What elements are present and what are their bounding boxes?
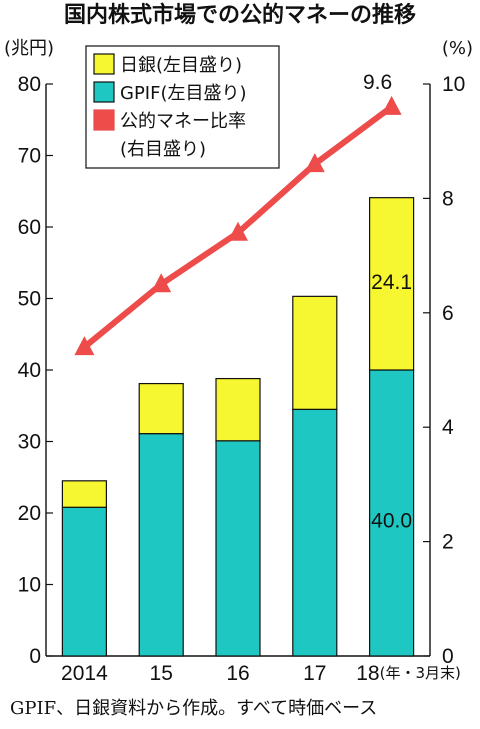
x-tick-label: 18 bbox=[356, 662, 379, 685]
left-tick-label: 30 bbox=[18, 431, 41, 454]
right-tick-label: 2 bbox=[442, 531, 454, 554]
left-tick-label: 40 bbox=[18, 359, 41, 382]
ratio-marker bbox=[381, 95, 402, 115]
left-tick-label: 60 bbox=[18, 216, 41, 239]
ratio-marker bbox=[74, 336, 95, 356]
right-tick-label: 4 bbox=[442, 416, 454, 439]
legend-swatch bbox=[93, 53, 115, 75]
bar-gpif bbox=[292, 408, 338, 657]
source-note: GPIF、日銀資料から作成。すべて時価ベース bbox=[10, 698, 377, 719]
left-tick-label: 10 bbox=[18, 574, 41, 597]
legend-label: (右目盛り) bbox=[120, 139, 206, 160]
bar-boj bbox=[292, 295, 338, 410]
left-tick-label: 50 bbox=[18, 288, 41, 311]
bar-boj bbox=[138, 382, 184, 435]
bar-gpif bbox=[369, 369, 415, 657]
ratio-marker bbox=[304, 153, 325, 173]
right-tick-label: 8 bbox=[442, 187, 454, 210]
legend-swatch bbox=[93, 109, 115, 131]
right-tick-label: 0 bbox=[442, 645, 454, 668]
x-tick-label: 17 bbox=[303, 662, 326, 685]
bar-gpif bbox=[61, 506, 108, 657]
data-label-gpif: 40.0 bbox=[371, 509, 412, 532]
bar-boj bbox=[369, 197, 415, 371]
x-axis-unit-label: (年・3月末) bbox=[380, 664, 461, 682]
ratio-marker bbox=[151, 273, 172, 293]
x-tick-label: 16 bbox=[226, 662, 249, 685]
ratio-marker bbox=[228, 221, 248, 241]
right-tick-label: 10 bbox=[442, 73, 465, 96]
right-tick-label: 6 bbox=[442, 302, 454, 325]
legend-label: 日銀(左目盛り) bbox=[120, 55, 242, 76]
plot-area: 0 10 20 30 40 50 60 70 80 0 2 4 6 8 10 2014 15 16 17 18 (年・3… bbox=[18, 45, 465, 685]
left-axis-unit: (兆円) bbox=[4, 38, 54, 59]
right-axis-unit: (%) bbox=[442, 38, 473, 59]
data-label-ratio: 9.6 bbox=[363, 71, 392, 94]
left-tick-label: 20 bbox=[18, 502, 41, 525]
x-tick-label: 2014 bbox=[61, 662, 108, 685]
legend-box bbox=[85, 45, 280, 169]
legend-swatch bbox=[93, 81, 115, 103]
legend-label: GPIF(左目盛り) bbox=[120, 83, 247, 104]
left-tick-label: 70 bbox=[18, 145, 41, 168]
bar-gpif bbox=[138, 433, 184, 657]
bar-gpif bbox=[215, 440, 261, 657]
legend-label: 公的マネー比率 bbox=[120, 111, 246, 132]
bar-boj bbox=[61, 480, 108, 508]
bar-boj bbox=[215, 377, 261, 442]
x-tick-label: 15 bbox=[150, 662, 173, 685]
data-label-boj: 24.1 bbox=[371, 271, 412, 294]
left-tick-label: 80 bbox=[18, 73, 41, 96]
left-tick-label: 0 bbox=[29, 645, 41, 668]
chart-title: 国内株式市場での公的マネーの推移 bbox=[64, 2, 416, 28]
